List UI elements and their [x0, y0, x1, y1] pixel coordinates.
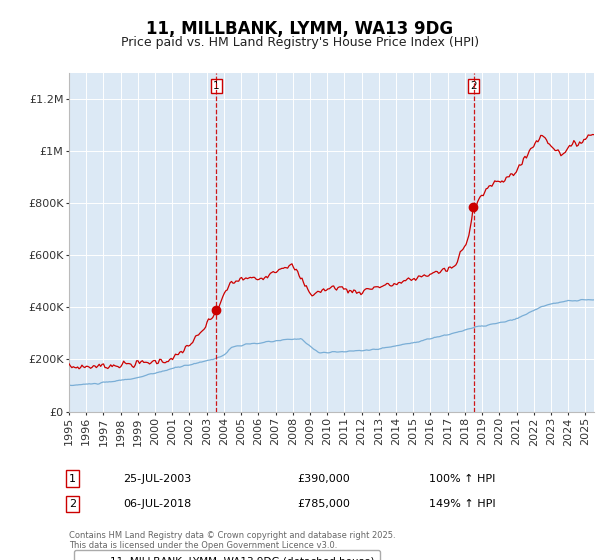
Text: £785,000: £785,000: [297, 499, 350, 509]
Text: 2: 2: [470, 81, 477, 91]
Text: 1: 1: [69, 474, 76, 484]
Text: 06-JUL-2018: 06-JUL-2018: [123, 499, 191, 509]
Text: 149% ↑ HPI: 149% ↑ HPI: [429, 499, 496, 509]
Text: 2: 2: [69, 499, 76, 509]
Text: 25-JUL-2003: 25-JUL-2003: [123, 474, 191, 484]
Text: Price paid vs. HM Land Registry's House Price Index (HPI): Price paid vs. HM Land Registry's House …: [121, 36, 479, 49]
Text: 1: 1: [213, 81, 220, 91]
Text: Contains HM Land Registry data © Crown copyright and database right 2025.
This d: Contains HM Land Registry data © Crown c…: [69, 530, 395, 550]
Text: 11, MILLBANK, LYMM, WA13 9DG: 11, MILLBANK, LYMM, WA13 9DG: [146, 20, 454, 38]
Text: £390,000: £390,000: [297, 474, 350, 484]
Text: 100% ↑ HPI: 100% ↑ HPI: [429, 474, 496, 484]
Legend: 11, MILLBANK, LYMM, WA13 9DG (detached house), HPI: Average price, detached hous: 11, MILLBANK, LYMM, WA13 9DG (detached h…: [74, 550, 380, 560]
